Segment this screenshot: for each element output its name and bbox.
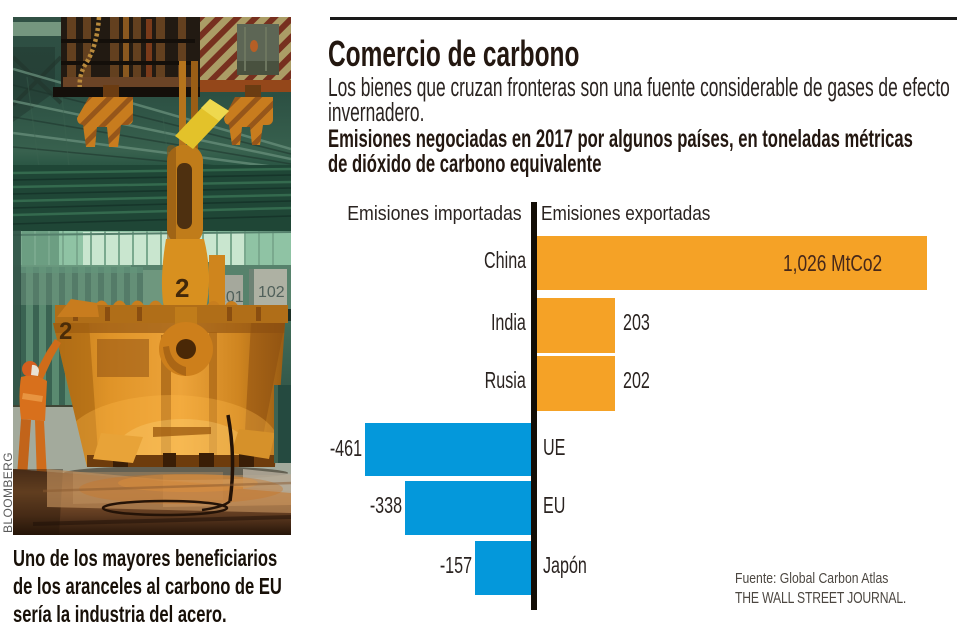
- svg-text:2: 2: [175, 273, 189, 303]
- svg-text:2: 2: [59, 318, 72, 345]
- svg-text:102: 102: [258, 284, 285, 301]
